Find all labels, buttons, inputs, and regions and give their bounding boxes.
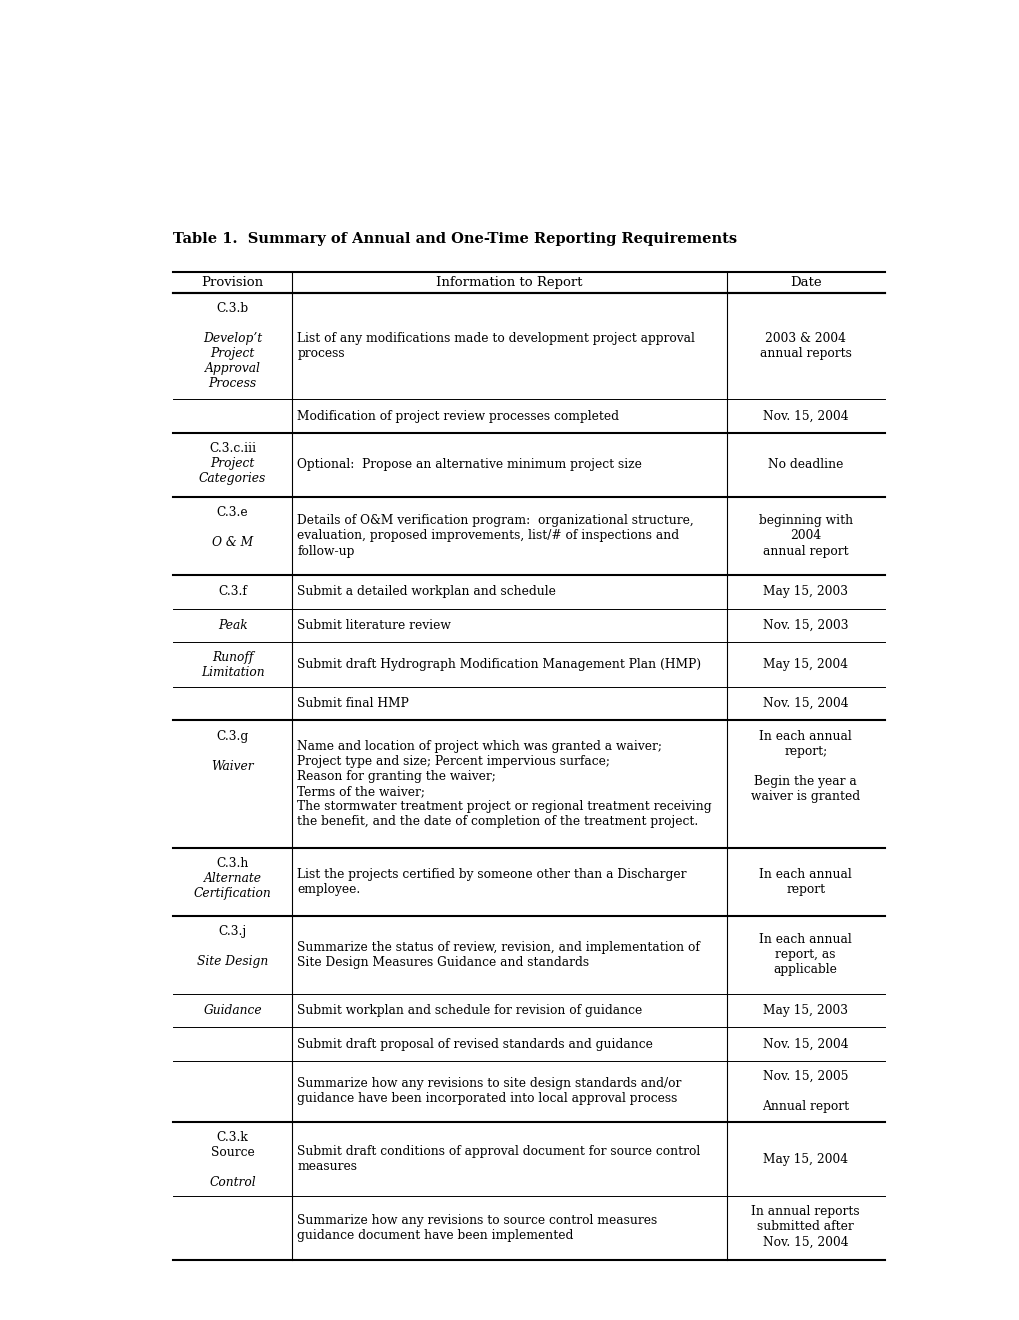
- Text: Nov. 15, 2004: Nov. 15, 2004: [762, 697, 848, 710]
- Text: Information to Report: Information to Report: [436, 276, 582, 289]
- Text: Summarize how any revisions to site design standards and/or: Summarize how any revisions to site desi…: [298, 1077, 681, 1090]
- Text: Categories: Categories: [199, 473, 266, 484]
- Text: Nov. 15, 2005: Nov. 15, 2005: [762, 1071, 848, 1084]
- Text: List of any modifications made to development project approval: List of any modifications made to develo…: [298, 331, 695, 345]
- Text: Waiver: Waiver: [211, 760, 254, 772]
- Text: Annual report: Annual report: [761, 1100, 849, 1113]
- Text: Guidance: Guidance: [203, 1005, 262, 1018]
- Text: In each annual: In each annual: [758, 933, 851, 946]
- Text: C.3.e: C.3.e: [217, 506, 249, 519]
- Text: Table 1.  Summary of Annual and One-Time Reporting Requirements: Table 1. Summary of Annual and One-Time …: [173, 232, 737, 246]
- Text: Project: Project: [210, 347, 255, 360]
- Text: Name and location of project which was granted a waiver;: Name and location of project which was g…: [298, 741, 661, 752]
- Text: O & M: O & M: [212, 536, 253, 549]
- Text: Develop’t: Develop’t: [203, 331, 262, 345]
- Text: Project type and size; Percent impervious surface;: Project type and size; Percent imperviou…: [298, 755, 609, 768]
- Text: Begin the year a: Begin the year a: [754, 775, 856, 788]
- Text: May 15, 2004: May 15, 2004: [762, 1152, 848, 1166]
- Text: employee.: employee.: [298, 883, 361, 895]
- Text: report, as: report, as: [774, 948, 836, 961]
- Text: In annual reports: In annual reports: [751, 1205, 859, 1218]
- Text: annual report: annual report: [762, 545, 848, 557]
- Text: applicable: applicable: [773, 964, 837, 977]
- Text: C.3.k: C.3.k: [217, 1131, 249, 1144]
- Text: Process: Process: [208, 378, 257, 389]
- Text: guidance have been incorporated into local approval process: guidance have been incorporated into loc…: [298, 1093, 678, 1105]
- Text: May 15, 2004: May 15, 2004: [762, 659, 848, 671]
- Text: C.3.f: C.3.f: [218, 585, 247, 598]
- Text: Peak: Peak: [218, 619, 248, 632]
- Text: waiver is granted: waiver is granted: [750, 789, 859, 803]
- Text: Nov. 15, 2003: Nov. 15, 2003: [762, 619, 848, 632]
- Text: Provision: Provision: [202, 276, 264, 289]
- Text: 2004: 2004: [790, 529, 820, 543]
- Text: Submit workplan and schedule for revision of guidance: Submit workplan and schedule for revisio…: [298, 1005, 642, 1018]
- Text: Nov. 15, 2004: Nov. 15, 2004: [762, 409, 848, 422]
- Text: Project: Project: [210, 457, 255, 470]
- Text: report;: report;: [784, 744, 826, 758]
- Text: Nov. 15, 2004: Nov. 15, 2004: [762, 1038, 848, 1051]
- Text: Date: Date: [789, 276, 820, 289]
- Text: C.3.j: C.3.j: [218, 925, 247, 937]
- Text: the benefit, and the date of completion of the treatment project.: the benefit, and the date of completion …: [298, 816, 698, 828]
- Text: The stormwater treatment project or regional treatment receiving: The stormwater treatment project or regi…: [298, 800, 711, 813]
- Text: C.3.b: C.3.b: [216, 302, 249, 314]
- Text: Modification of project review processes completed: Modification of project review processes…: [298, 409, 619, 422]
- Text: Submit a detailed workplan and schedule: Submit a detailed workplan and schedule: [298, 585, 555, 598]
- Text: Certification: Certification: [194, 887, 271, 900]
- Text: In each annual: In each annual: [758, 867, 851, 880]
- Text: Submit draft proposal of revised standards and guidance: Submit draft proposal of revised standar…: [298, 1038, 653, 1051]
- Text: May 15, 2003: May 15, 2003: [762, 585, 848, 598]
- Text: Submit final HMP: Submit final HMP: [298, 697, 409, 710]
- Text: 2003 & 2004: 2003 & 2004: [764, 331, 846, 345]
- Text: report: report: [786, 883, 824, 895]
- Text: measures: measures: [298, 1160, 357, 1173]
- Text: Reason for granting the waiver;: Reason for granting the waiver;: [298, 770, 496, 783]
- Text: guidance document have been implemented: guidance document have been implemented: [298, 1229, 574, 1242]
- Text: follow-up: follow-up: [298, 545, 355, 557]
- Text: Terms of the waiver;: Terms of the waiver;: [298, 785, 425, 799]
- Text: List the projects certified by someone other than a Discharger: List the projects certified by someone o…: [298, 867, 686, 880]
- Text: evaluation, proposed improvements, list/# of inspections and: evaluation, proposed improvements, list/…: [298, 529, 679, 543]
- Text: Approval: Approval: [205, 362, 260, 375]
- Text: Limitation: Limitation: [201, 667, 264, 680]
- Text: Source: Source: [211, 1146, 255, 1159]
- Text: Runoff: Runoff: [212, 651, 253, 664]
- Text: No deadline: No deadline: [767, 458, 843, 471]
- Text: Site Design Measures Guidance and standards: Site Design Measures Guidance and standa…: [298, 956, 589, 969]
- Text: process: process: [298, 347, 344, 360]
- Text: Details of O&M verification program:  organizational structure,: Details of O&M verification program: org…: [298, 515, 694, 528]
- Text: May 15, 2003: May 15, 2003: [762, 1005, 848, 1018]
- Text: beginning with: beginning with: [758, 515, 852, 528]
- Text: Nov. 15, 2004: Nov. 15, 2004: [762, 1236, 848, 1249]
- Text: C.3.g: C.3.g: [216, 730, 249, 743]
- Text: Summarize the status of review, revision, and implementation of: Summarize the status of review, revision…: [298, 941, 700, 954]
- Text: Site Design: Site Design: [197, 954, 268, 968]
- Text: Optional:  Propose an alternative minimum project size: Optional: Propose an alternative minimum…: [298, 458, 642, 471]
- Text: C.3.c.iii: C.3.c.iii: [209, 442, 256, 455]
- Text: submitted after: submitted after: [757, 1220, 853, 1233]
- Text: Control: Control: [209, 1176, 256, 1189]
- Text: Alternate: Alternate: [204, 871, 262, 884]
- Text: C.3.h: C.3.h: [216, 857, 249, 870]
- Text: Submit draft Hydrograph Modification Management Plan (HMP): Submit draft Hydrograph Modification Man…: [298, 659, 701, 671]
- Text: Submit draft conditions of approval document for source control: Submit draft conditions of approval docu…: [298, 1144, 700, 1158]
- Text: Submit literature review: Submit literature review: [298, 619, 450, 632]
- Text: In each annual: In each annual: [758, 730, 851, 743]
- Text: annual reports: annual reports: [759, 347, 851, 360]
- Text: Summarize how any revisions to source control measures: Summarize how any revisions to source co…: [298, 1214, 657, 1228]
